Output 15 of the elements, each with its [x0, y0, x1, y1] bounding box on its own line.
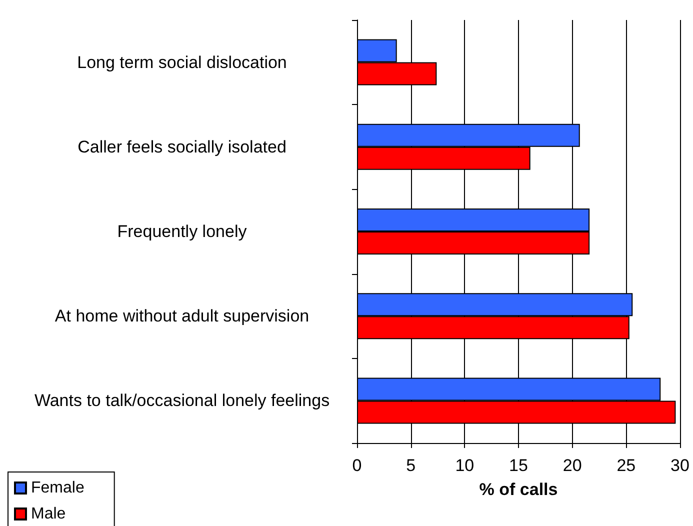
y-tick-label: Frequently lonely: [117, 222, 248, 241]
legend-label: Female: [31, 480, 84, 496]
x-tick-label: 5: [406, 456, 416, 475]
x-tick-label: 30: [670, 456, 690, 475]
y-tick-label: Caller feels socially isolated: [78, 137, 286, 156]
x-tick-label: 10: [455, 456, 474, 475]
y-tick-label: Wants to talk/occasional lonely feelings: [34, 391, 330, 410]
x-tick-label: 25: [616, 456, 636, 475]
y-tick-label: Long term social dislocation: [77, 52, 287, 72]
legend-label: Male: [31, 506, 66, 522]
x-tick-label: 15: [509, 456, 528, 475]
x-tick-label: 0: [352, 456, 362, 475]
x-axis-title: % of calls: [479, 480, 558, 499]
y-tick-label: At home without adult supervision: [54, 306, 310, 326]
x-tick-label: 20: [562, 456, 582, 475]
